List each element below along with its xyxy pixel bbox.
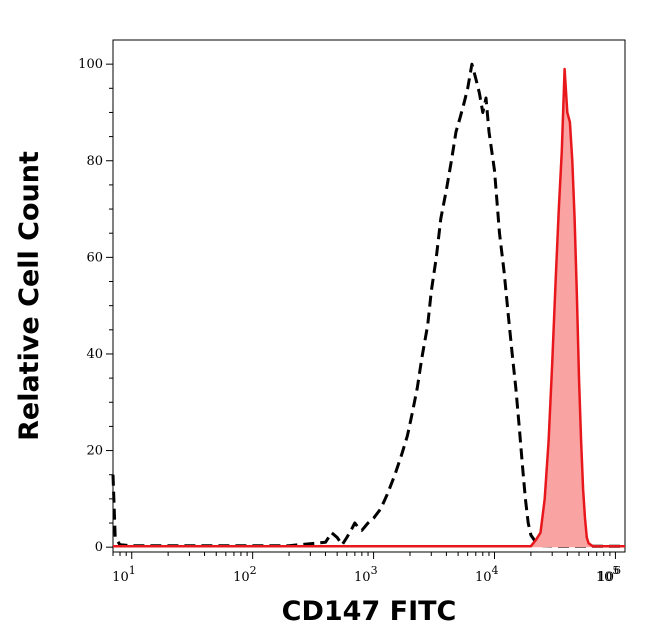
y-tick-label: 20 <box>86 444 103 459</box>
y-tick-label: 40 <box>86 347 103 362</box>
y-tick-label: 0 <box>95 540 103 555</box>
x-axis-title: CD147 FITC <box>282 596 457 627</box>
x-tick-label: 103 <box>354 564 378 585</box>
series-2-area <box>113 69 625 548</box>
x-tick-label: 102 <box>233 564 257 585</box>
y-tick-label: 100 <box>78 57 103 72</box>
y-tick-label: 80 <box>86 154 103 169</box>
x-tick-label: 104 <box>475 564 499 585</box>
y-tick-label: 60 <box>86 250 103 265</box>
y-axis-title: Relative Cell Count <box>14 151 45 441</box>
plot-frame <box>112 39 626 553</box>
x-tick-label: 106 <box>597 564 621 585</box>
x-tick-label: 101 <box>112 564 136 585</box>
series-layer <box>111 62 625 548</box>
x-tick-label: 105 <box>596 564 620 585</box>
series-1-line <box>111 62 625 548</box>
series-2-line <box>113 67 625 548</box>
y-axis: 0 20 40 60 80 100 <box>78 57 113 555</box>
